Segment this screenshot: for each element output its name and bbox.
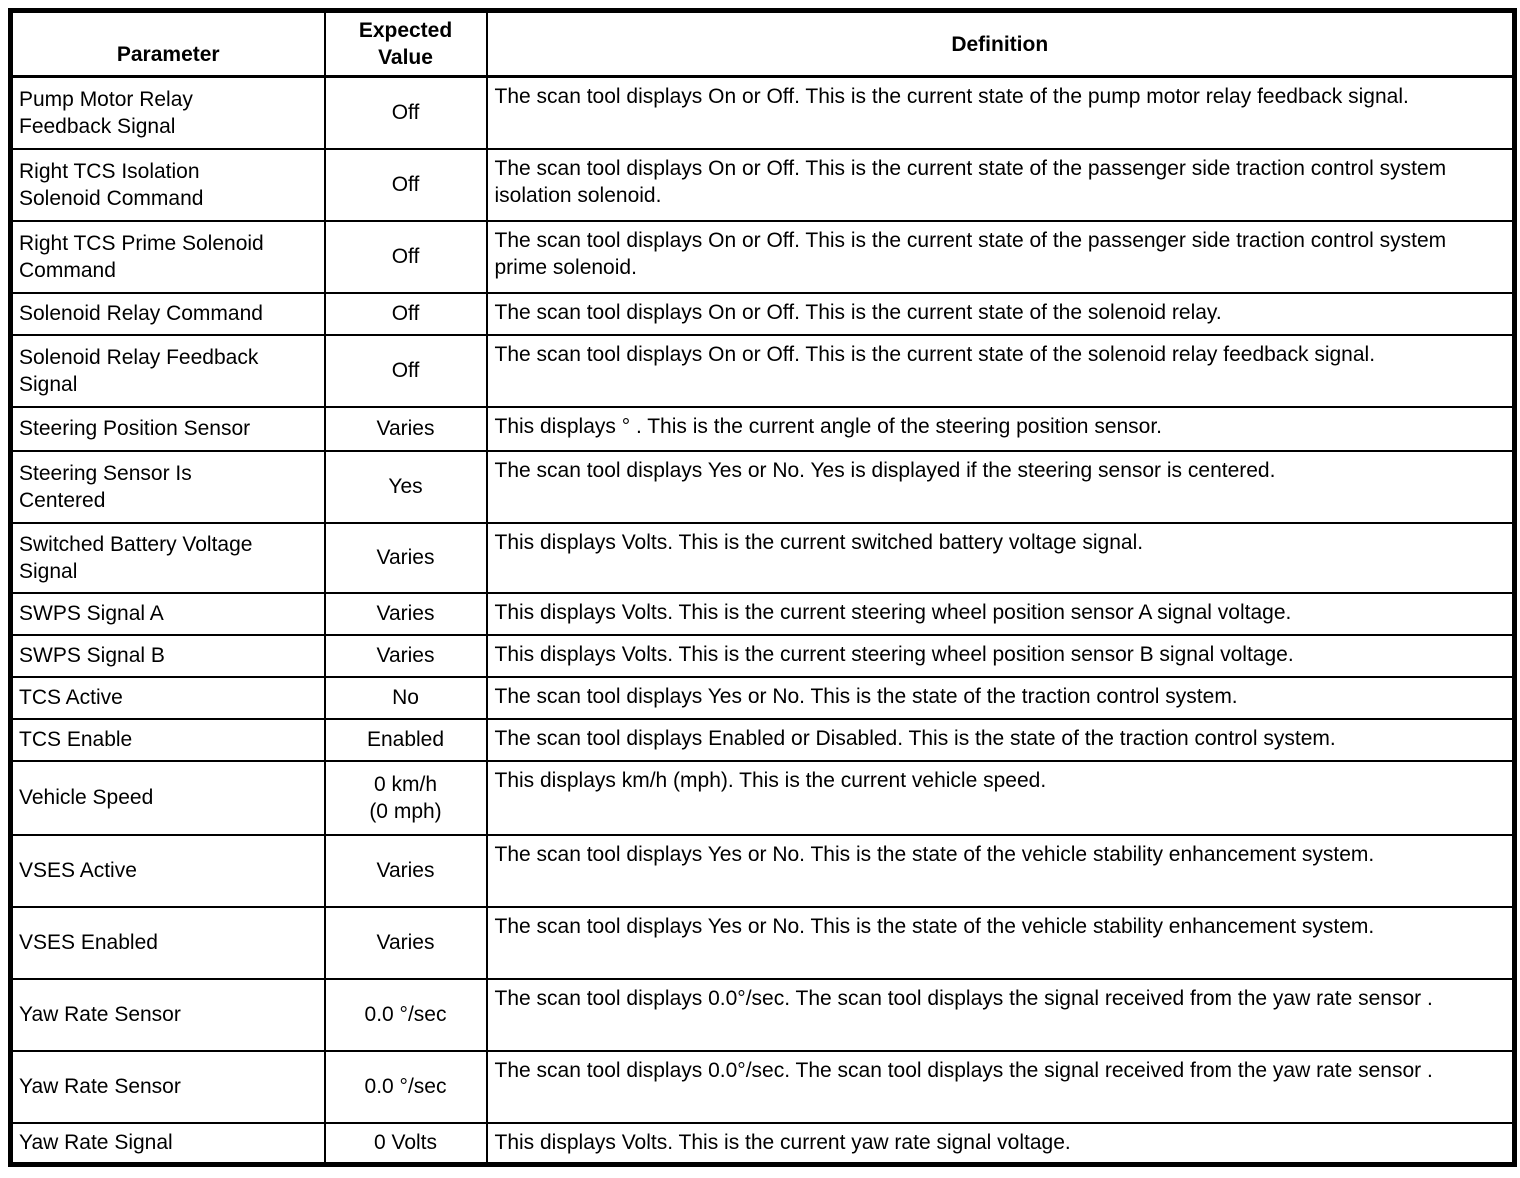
table-row: Switched Battery Voltage Signal Varies T… [9, 521, 1516, 594]
parameter-cell: TCS Active [9, 675, 326, 720]
expected-value-cell: Off [323, 219, 488, 294]
definition-cell: This displays Volts. This is the current… [485, 591, 1516, 636]
table-row: Yaw Rate Sensor 0.0 °/sec The scan tool … [9, 977, 1516, 1052]
parameter-cell: Switched Battery Voltage Signal [9, 521, 326, 594]
parameter-cell: TCS Enable [9, 717, 326, 762]
expected-value-cell: Varies [323, 833, 488, 908]
table-row: VSES Active Varies The scan tool display… [9, 833, 1516, 908]
table-row: Solenoid Relay Command Off The scan tool… [9, 291, 1516, 336]
expected-value-cell: Yes [323, 449, 488, 524]
table-row: Right TCS Prime Solenoid Command Off The… [9, 219, 1516, 294]
expected-value-cell: Off [323, 75, 488, 150]
table-row: SWPS Signal A Varies This displays Volts… [9, 591, 1516, 636]
definition-cell: This displays ° . This is the current an… [485, 405, 1516, 452]
definition-cell: The scan tool displays Yes or No. This i… [485, 833, 1516, 908]
definition-cell: The scan tool displays Yes or No. This i… [485, 675, 1516, 720]
table-row: TCS Enable Enabled The scan tool display… [9, 717, 1516, 762]
definition-cell: The scan tool displays 0.0°/sec. The sca… [485, 977, 1516, 1052]
definition-cell: This displays km/h (mph). This is the cu… [485, 759, 1516, 836]
parameter-cell: Right TCS Isolation Solenoid Command [9, 147, 326, 222]
definition-cell: The scan tool displays 0.0°/sec. The sca… [485, 1049, 1516, 1124]
definition-cell: The scan tool displays On or Off. This i… [485, 75, 1516, 150]
definition-cell: This displays Volts. This is the current… [485, 521, 1516, 594]
parameter-cell: Solenoid Relay Command [9, 291, 326, 336]
definition-cell: This displays Volts. This is the current… [485, 1121, 1516, 1166]
table-row: SWPS Signal B Varies This displays Volts… [9, 633, 1516, 678]
expected-value-cell: Varies [323, 633, 488, 678]
definition-cell: The scan tool displays On or Off. This i… [485, 147, 1516, 222]
definition-cell: The scan tool displays Yes or No. This i… [485, 905, 1516, 980]
parameter-cell: SWPS Signal A [9, 591, 326, 636]
parameter-cell: Vehicle Speed [9, 759, 326, 836]
table-row: Yaw Rate Signal 0 Volts This displays Vo… [9, 1121, 1516, 1166]
parameter-cell: Yaw Rate Sensor [9, 977, 326, 1052]
table-row: Steering Position Sensor Varies This dis… [9, 405, 1516, 452]
parameter-cell: Pump Motor Relay Feedback Signal [9, 75, 326, 150]
parameter-cell: Solenoid Relay Feedback Signal [9, 333, 326, 408]
definition-cell: The scan tool displays On or Off. This i… [485, 291, 1516, 336]
expected-value-cell: 0 Volts [323, 1121, 488, 1166]
definition-cell: The scan tool displays Enabled or Disabl… [485, 717, 1516, 762]
definition-cell: The scan tool displays On or Off. This i… [485, 219, 1516, 294]
table-row: Vehicle Speed 0 km/h (0 mph) This displa… [9, 759, 1516, 836]
parameter-cell: SWPS Signal B [9, 633, 326, 678]
definition-cell: The scan tool displays On or Off. This i… [485, 333, 1516, 408]
table-row: TCS Active No The scan tool displays Yes… [9, 675, 1516, 720]
table-row: Solenoid Relay Feedback Signal Off The s… [9, 333, 1516, 408]
table-row: Steering Sensor Is Centered Yes The scan… [9, 449, 1516, 524]
expected-value-cell: 0 km/h (0 mph) [323, 759, 488, 836]
expected-value-cell: Off [323, 147, 488, 222]
column-header-definition: Definition [485, 9, 1516, 78]
column-header-parameter: Parameter [9, 9, 326, 78]
header-row: Parameter Expected Value Definition [9, 9, 1516, 78]
table-body: Pump Motor Relay Feedback Signal Off The… [9, 75, 1516, 1166]
parameter-cell: Steering Position Sensor [9, 405, 326, 452]
parameter-cell: Right TCS Prime Solenoid Command [9, 219, 326, 294]
expected-value-cell: Varies [323, 905, 488, 980]
column-header-expected-value: Expected Value [323, 9, 488, 78]
scan-tool-data-table: Parameter Expected Value Definition Pump… [8, 8, 1517, 1167]
expected-value-cell: Varies [323, 521, 488, 594]
parameter-cell: Steering Sensor Is Centered [9, 449, 326, 524]
table-row: Right TCS Isolation Solenoid Command Off… [9, 147, 1516, 222]
parameter-cell: Yaw Rate Signal [9, 1121, 326, 1166]
expected-value-cell: Off [323, 333, 488, 408]
parameter-cell: VSES Enabled [9, 905, 326, 980]
parameter-cell: VSES Active [9, 833, 326, 908]
expected-value-cell: Varies [323, 405, 488, 452]
table-row: VSES Enabled Varies The scan tool displa… [9, 905, 1516, 980]
table-row: Yaw Rate Sensor 0.0 °/sec The scan tool … [9, 1049, 1516, 1124]
definition-cell: This displays Volts. This is the current… [485, 633, 1516, 678]
expected-value-cell: Off [323, 291, 488, 336]
definition-cell: The scan tool displays Yes or No. Yes is… [485, 449, 1516, 524]
expected-value-cell: Enabled [323, 717, 488, 762]
expected-value-cell: 0.0 °/sec [323, 977, 488, 1052]
parameter-cell: Yaw Rate Sensor [9, 1049, 326, 1124]
expected-value-cell: Varies [323, 591, 488, 636]
expected-value-cell: 0.0 °/sec [323, 1049, 488, 1124]
expected-value-cell: No [323, 675, 488, 720]
table-row: Pump Motor Relay Feedback Signal Off The… [9, 75, 1516, 150]
